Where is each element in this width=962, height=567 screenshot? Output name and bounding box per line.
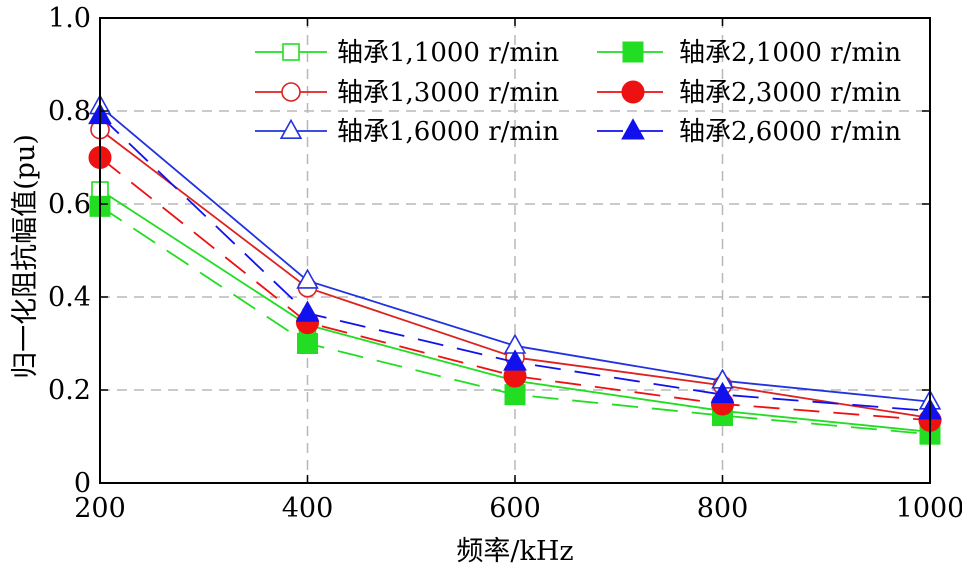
legend-item: 轴承1,1000 r/min (255, 38, 559, 68)
data-point (710, 381, 735, 404)
legend-swatch-marker (281, 82, 301, 102)
legend-item: 轴承2,6000 r/min (597, 117, 901, 147)
legend-swatch-marker (622, 41, 644, 63)
legend-label: 轴承1,6000 r/min (337, 117, 559, 147)
x-tick-label: 400 (282, 493, 334, 524)
x-axis-title: 频率/kHz (456, 536, 573, 567)
legend-label: 轴承1,3000 r/min (337, 78, 559, 108)
legend-label: 轴承2,6000 r/min (679, 117, 901, 147)
legend-label: 轴承2,3000 r/min (679, 78, 901, 108)
y-axis-title: 归一化阻抗幅值(pu) (10, 134, 41, 379)
legend-label: 轴承2,1000 r/min (679, 38, 901, 68)
y-tick-label: 0.4 (48, 282, 91, 313)
legend-swatch-marker (279, 118, 303, 139)
data-point (297, 333, 318, 354)
data-point (504, 384, 526, 406)
y-tick-label: 0.8 (48, 96, 91, 127)
y-tick-label: 0.6 (48, 189, 91, 220)
series-line (99, 156, 931, 422)
axis-ticks: 200 400 600 800 1000 0 0.2 0.4 0.6 0.8 1.0 (48, 3, 962, 524)
series-2 (89, 195, 941, 445)
legend-item: 轴承2,1000 r/min (597, 38, 901, 68)
y-tick-label: 1.0 (48, 3, 91, 34)
legend-item: 轴承2,3000 r/min (597, 78, 901, 108)
x-tick-label: 1000 (896, 493, 962, 524)
y-tick-label: 0.2 (48, 375, 91, 406)
legend-item: 轴承1,6000 r/min (255, 117, 559, 147)
legend-item: 轴承1,3000 r/min (255, 78, 559, 108)
x-tick-label: 800 (697, 493, 749, 524)
legend-label: 轴承1,1000 r/min (337, 38, 559, 68)
y-tick-label: 0 (74, 468, 91, 499)
data-point (295, 300, 320, 322)
data-point (296, 268, 319, 289)
legend: 轴承1,1000 r/min 轴承2,1000 r/min 轴承1,3000 r/m… (255, 38, 901, 147)
x-tick-label: 600 (489, 493, 541, 524)
data-point (503, 349, 527, 371)
legend-swatch-marker (621, 80, 645, 104)
x-tick-label: 200 (74, 493, 126, 524)
legend-swatch-marker (621, 118, 645, 140)
legend-swatch-marker (282, 43, 300, 61)
series-layer (88, 94, 942, 445)
